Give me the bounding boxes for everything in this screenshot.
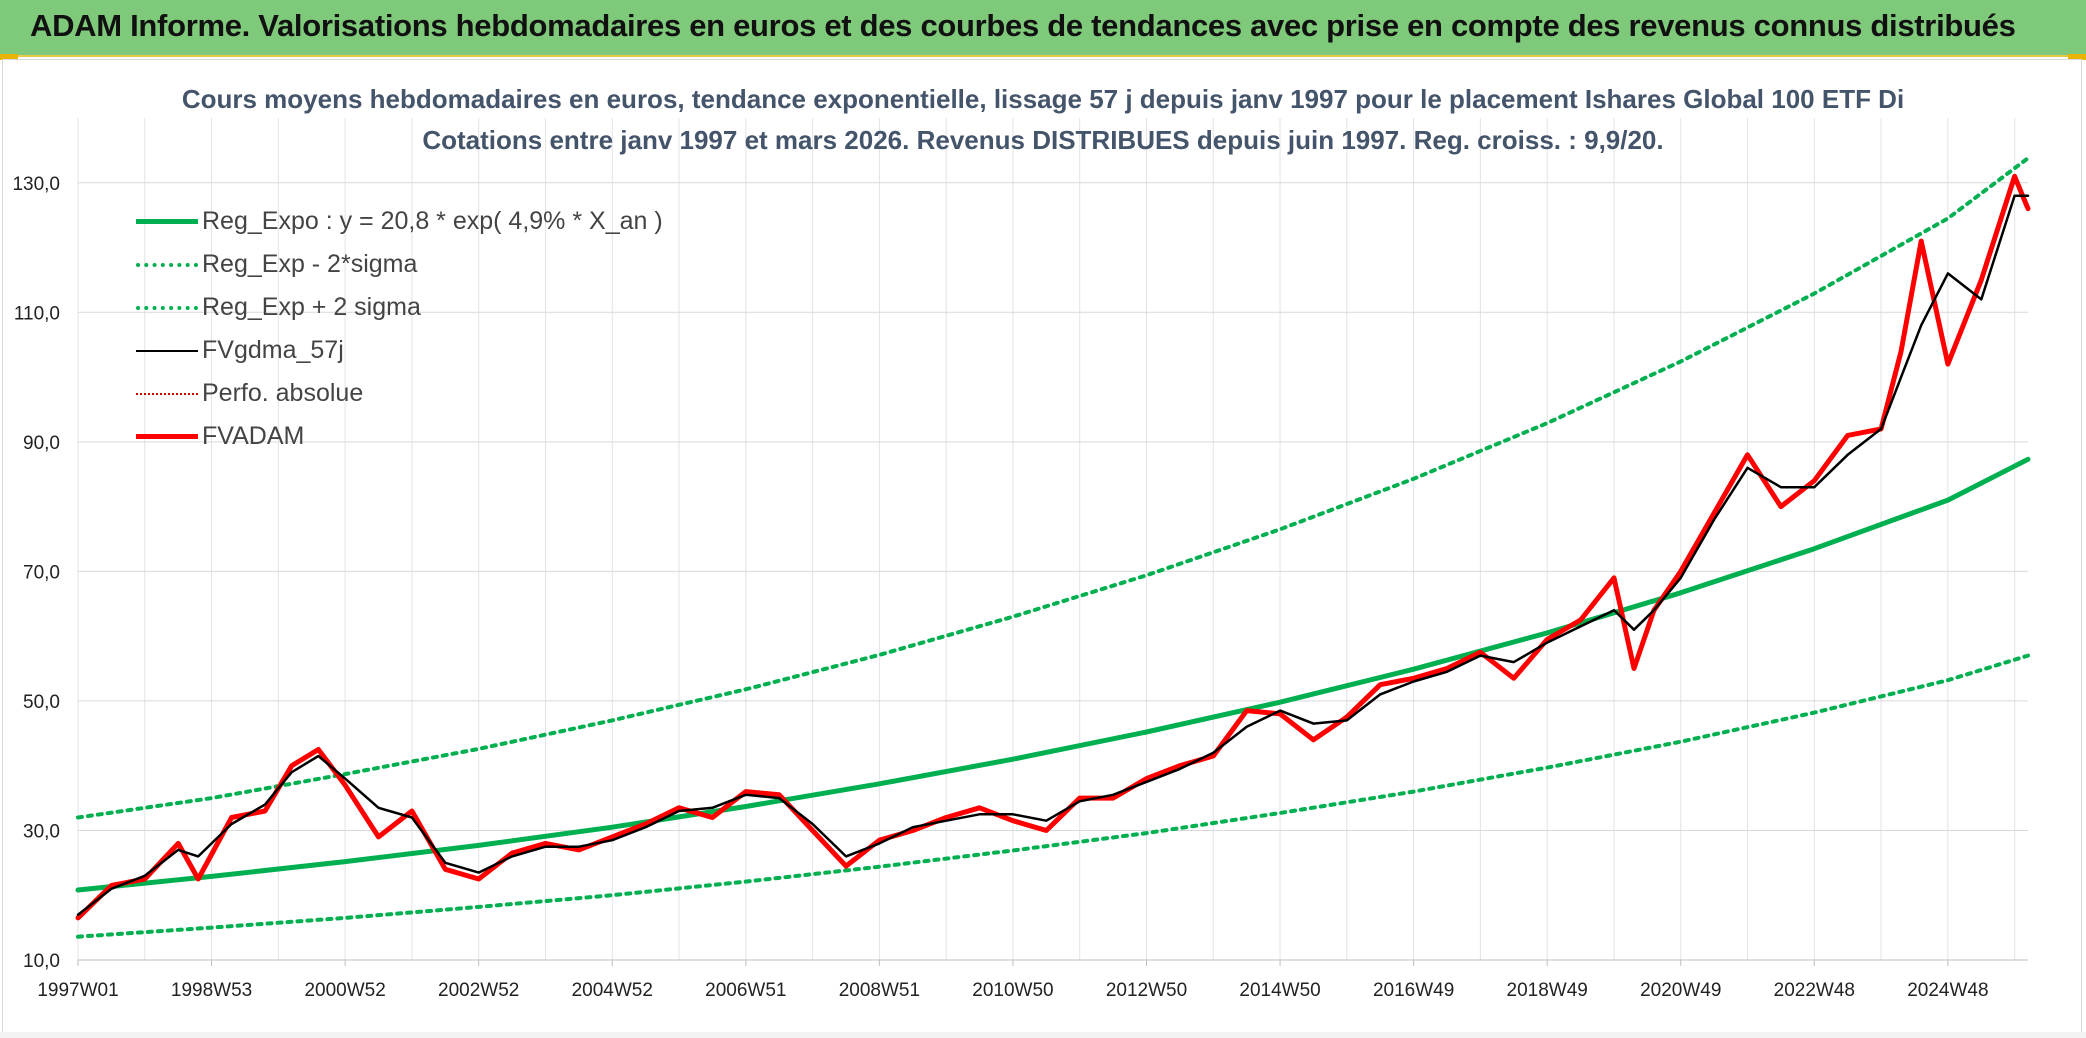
legend-swatch — [136, 219, 198, 224]
legend-label: Reg_Exp - 2*sigma — [202, 250, 418, 278]
legend-swatch — [136, 392, 198, 395]
legend-swatch — [136, 305, 198, 310]
legend-item: Reg_Exp + 2 sigma — [136, 286, 663, 329]
legend-item: Reg_Exp - 2*sigma — [136, 243, 663, 286]
report-banner: ADAM Informe. Valorisations hebdomadaire… — [0, 0, 2086, 57]
x-tick-label: 2024W48 — [1907, 980, 1988, 1001]
legend-item: Perfo. absolue — [136, 372, 663, 415]
y-tick-label: 50,0 — [23, 692, 60, 713]
y-tick-label: 70,0 — [23, 562, 60, 583]
x-tick-label: 2022W48 — [1774, 980, 1855, 1001]
x-tick-label: 2016W49 — [1373, 980, 1454, 1001]
x-tick-label: 2020W49 — [1640, 980, 1721, 1001]
series-line — [76, 653, 2030, 939]
x-tick-label: 2006W51 — [705, 980, 786, 1001]
x-tick-label: 2010W50 — [972, 980, 1053, 1001]
x-tick-label: 2014W50 — [1239, 980, 1320, 1001]
legend-swatch — [136, 349, 198, 352]
corner-mark-left — [0, 54, 18, 60]
x-tick-label: 2000W52 — [304, 980, 385, 1001]
chart-legend: Reg_Expo : y = 20,8 * exp( 4,9% * X_an )… — [136, 200, 663, 458]
x-tick-label: 2002W52 — [438, 980, 519, 1001]
y-tick-label: 110,0 — [14, 303, 60, 324]
x-tick-label: 2008W51 — [839, 980, 920, 1001]
series-line — [76, 194, 2030, 916]
x-tick-label: 1998W53 — [171, 980, 252, 1001]
x-tick-label: 1997W01 — [37, 980, 118, 1001]
y-tick-label: 30,0 — [23, 821, 60, 842]
legend-swatch — [136, 262, 198, 267]
legend-label: FVADAM — [202, 422, 305, 450]
legend-label: Perfo. absolue — [202, 379, 364, 407]
y-tick-label: 90,0 — [23, 433, 60, 454]
legend-item: FVADAM — [136, 415, 663, 458]
legend-item: Reg_Expo : y = 20,8 * exp( 4,9% * X_an ) — [136, 200, 663, 243]
series-line — [76, 156, 2030, 820]
x-tick-label: 2012W50 — [1106, 980, 1187, 1001]
y-tick-label: 130,0 — [12, 174, 60, 195]
legend-label: Reg_Expo : y = 20,8 * exp( 4,9% * X_an ) — [202, 207, 663, 235]
series-line — [75, 173, 2031, 921]
y-tick-label: 10,0 — [23, 951, 60, 972]
corner-mark-right — [2068, 54, 2086, 60]
bottom-strip — [0, 1032, 2086, 1038]
chart-title-line-2: Cotations entre janv 1997 et mars 2026. … — [422, 125, 1664, 155]
legend-label: Reg_Exp + 2 sigma — [202, 293, 421, 321]
series-line — [75, 456, 2031, 893]
report-title: ADAM Informe. Valorisations hebdomadaire… — [30, 8, 2016, 43]
x-tick-label: 2004W52 — [572, 980, 653, 1001]
legend-label: FVgdma_57j — [202, 336, 344, 364]
chart-title-line-1: Cours moyens hebdomadaires en euros, ten… — [181, 84, 1905, 114]
legend-swatch — [136, 434, 198, 439]
x-tick-label: 2018W49 — [1507, 980, 1588, 1001]
legend-item: FVgdma_57j — [136, 329, 663, 372]
